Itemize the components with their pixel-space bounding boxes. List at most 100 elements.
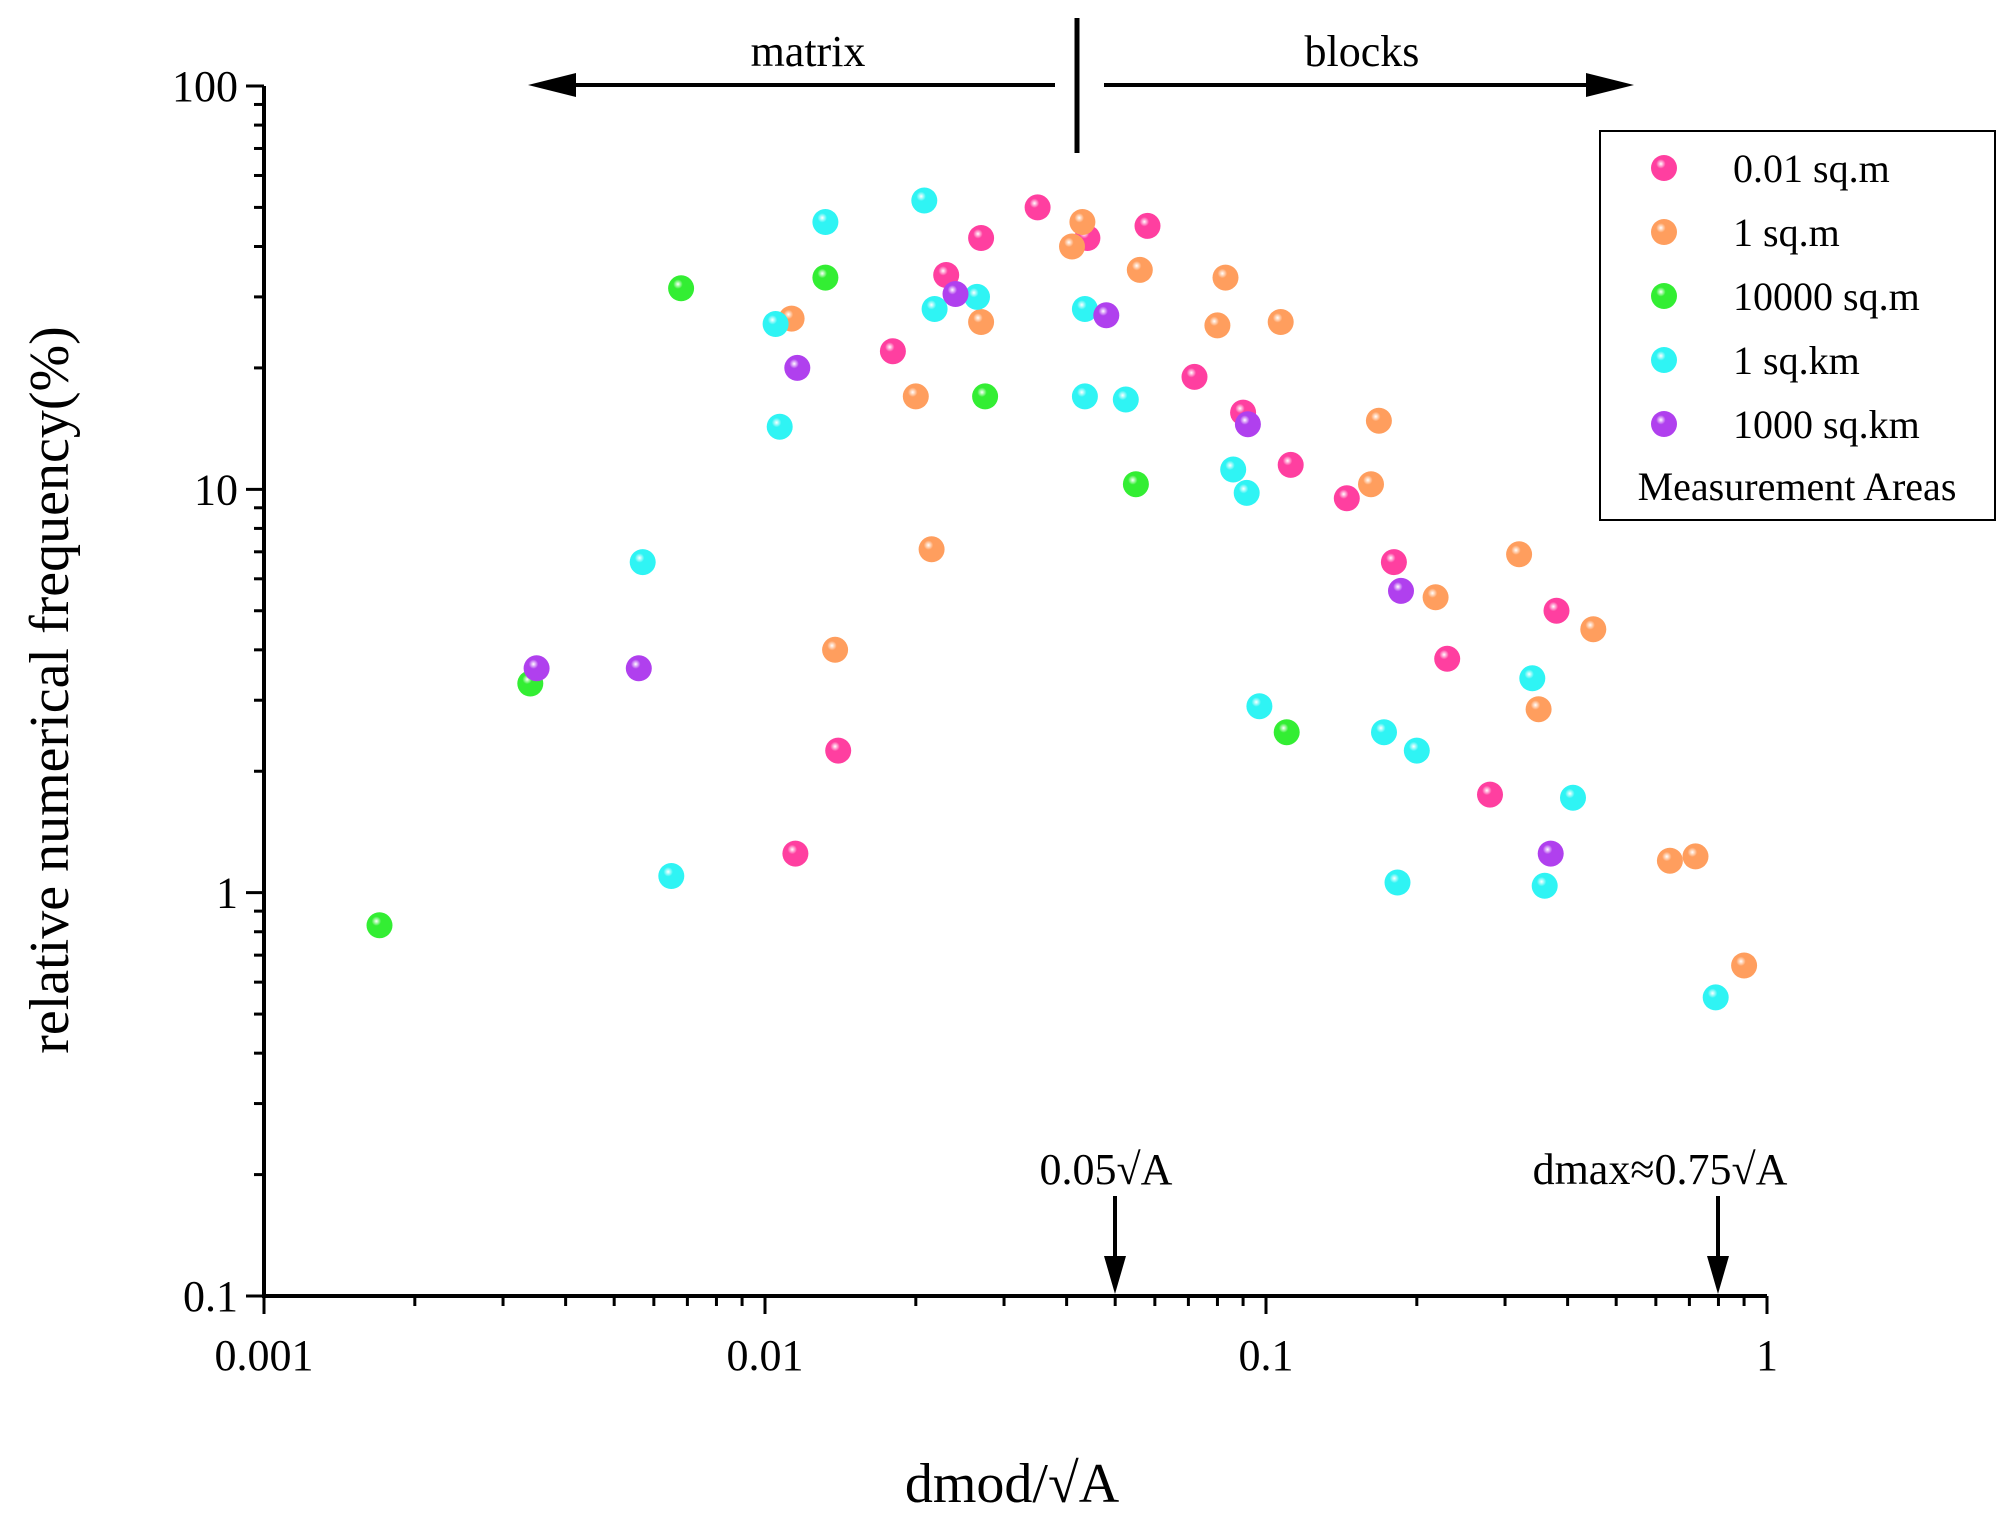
x-tick-label: 0.001 <box>215 1331 314 1380</box>
point-1-sq-km <box>1246 693 1273 720</box>
legend-label-1-sq-m: 1 sq.m <box>1733 210 1840 255</box>
legend-label-1-sq-km: 1 sq.km <box>1733 338 1860 383</box>
point-1000-sq-km <box>1388 577 1414 604</box>
point-1000-sq-km <box>625 655 652 682</box>
point-1-sq-km <box>1371 719 1397 746</box>
x-tick-label: 0.1 <box>1239 1331 1294 1380</box>
x-tick-label: 0.01 <box>727 1331 804 1380</box>
point-0-01-sq-m <box>1477 781 1503 808</box>
point-1-sq-m <box>918 536 945 563</box>
marker-dmax-arrow-head <box>1707 1256 1729 1294</box>
point-1-sq-km <box>1560 784 1586 811</box>
marker-005-label: 0.05√A <box>1040 1145 1173 1194</box>
point-0-01-sq-m <box>1024 194 1051 221</box>
point-1-sq-km <box>762 311 789 337</box>
point-1-sq-m <box>1731 952 1758 979</box>
point-1-sq-km <box>1384 869 1411 896</box>
marker-005-annotation: 0.05√A <box>1040 1145 1173 1294</box>
point-1-sq-m <box>1126 256 1153 283</box>
point-1-sq-m <box>1358 471 1384 498</box>
point-0-01-sq-m <box>1333 485 1360 512</box>
point-1000-sq-km <box>1234 411 1261 438</box>
point-1-sq-km <box>658 863 685 889</box>
point-10000-sq-m <box>668 275 695 302</box>
legend-items: 0.01 sq.m 1 sq.m 10000 sq.m 1 sq.km 1000 sq.… <box>1651 146 1920 447</box>
point-1000-sq-km <box>784 354 811 381</box>
blocks-arrow-head <box>1586 73 1634 97</box>
point-1-sq-m <box>1365 407 1392 434</box>
point-1-sq-km <box>812 209 839 235</box>
point-1-sq-km <box>1233 479 1260 506</box>
point-1-sq-km <box>1403 737 1430 764</box>
y-axis-title: relative numerical frequency(%) <box>19 326 81 1054</box>
legend-marker-10000-sq-m <box>1651 283 1677 309</box>
point-0-01-sq-m <box>1181 363 1208 390</box>
point-0-01-sq-m <box>1134 212 1161 239</box>
point-0-01-sq-m <box>879 338 906 365</box>
legend-label-1000-sq-km: 1000 sq.km <box>1733 402 1920 447</box>
point-0-01-sq-m <box>968 225 995 251</box>
point-1-sq-m <box>1212 264 1239 291</box>
point-10000-sq-m <box>1122 471 1149 498</box>
point-10000-sq-m <box>366 912 393 939</box>
point-1-sq-km <box>1112 386 1139 413</box>
y-axis-ticks: 0.1 1 10 100 <box>172 62 264 1321</box>
point-1000-sq-km <box>523 655 550 682</box>
point-1-sq-km <box>964 283 990 310</box>
legend: 0.01 sq.m 1 sq.m 10000 sq.m 1 sq.km 1000 sq.… <box>1599 130 1996 521</box>
point-1-sq-km <box>1519 665 1546 692</box>
point-0-01-sq-m <box>1434 645 1461 672</box>
legend-marker-1000-sq-km <box>1651 411 1677 437</box>
point-0-01-sq-m <box>825 737 852 764</box>
point-1-sq-km <box>629 549 656 576</box>
matrix-blocks-annotation: matrix blocks <box>528 18 1634 153</box>
point-1-sq-km <box>1531 872 1558 899</box>
point-1-sq-m <box>1059 233 1085 260</box>
x-axis-ticks: 0.001 0.01 0.1 1 <box>215 1296 1778 1380</box>
data-points <box>366 187 1758 1011</box>
point-1-sq-m <box>902 383 929 410</box>
point-10000-sq-m <box>1273 719 1300 746</box>
legend-label-0-01-sq-m: 0.01 sq.m <box>1733 146 1890 191</box>
y-tick-label: 100 <box>172 62 238 111</box>
x-tick-label: 1 <box>1756 1331 1778 1380</box>
point-1-sq-m <box>1525 696 1552 723</box>
point-1-sq-m <box>968 309 995 335</box>
point-1-sq-m <box>1656 847 1683 874</box>
x-axis-title: dmod/√A <box>905 1453 1120 1515</box>
blocks-label: blocks <box>1305 27 1420 76</box>
legend-marker-1-sq-km <box>1651 347 1677 373</box>
point-1000-sq-km <box>1093 302 1120 329</box>
y-tick-label: 10 <box>194 465 238 514</box>
point-1-sq-km <box>1071 296 1098 322</box>
point-1000-sq-km <box>1537 840 1564 867</box>
marker-dmax-label: dmax≈0.75√A <box>1533 1145 1788 1194</box>
marker-dmax-annotation: dmax≈0.75√A <box>1533 1145 1788 1294</box>
point-1-sq-km <box>766 413 793 440</box>
point-1-sq-m <box>1204 312 1231 339</box>
point-10000-sq-m <box>812 264 839 291</box>
matrix-arrow-head <box>528 73 576 97</box>
point-1-sq-m <box>1506 541 1533 568</box>
point-1-sq-m <box>1682 843 1709 870</box>
y-tick-label: 1 <box>216 869 238 918</box>
point-1-sq-m <box>1580 616 1607 643</box>
point-10000-sq-m <box>972 383 999 410</box>
point-1-sq-km <box>1220 456 1247 483</box>
marker-005-arrow-head <box>1104 1256 1126 1294</box>
y-tick-label: 0.1 <box>183 1272 238 1321</box>
point-0-01-sq-m <box>1380 549 1407 576</box>
point-1-sq-km <box>1702 984 1729 1011</box>
matrix-label: matrix <box>751 27 866 76</box>
point-1000-sq-km <box>942 281 969 307</box>
point-1-sq-km <box>911 187 938 214</box>
point-1-sq-m <box>1069 209 1096 235</box>
legend-label-10000-sq-m: 10000 sq.m <box>1733 274 1920 319</box>
point-1-sq-m <box>1422 584 1449 611</box>
point-1-sq-m <box>822 636 849 663</box>
legend-marker-0-01-sq-m <box>1651 155 1677 181</box>
point-1-sq-km <box>1071 383 1098 410</box>
point-0-01-sq-m <box>782 840 809 867</box>
legend-title: Measurement Areas <box>1638 464 1957 509</box>
